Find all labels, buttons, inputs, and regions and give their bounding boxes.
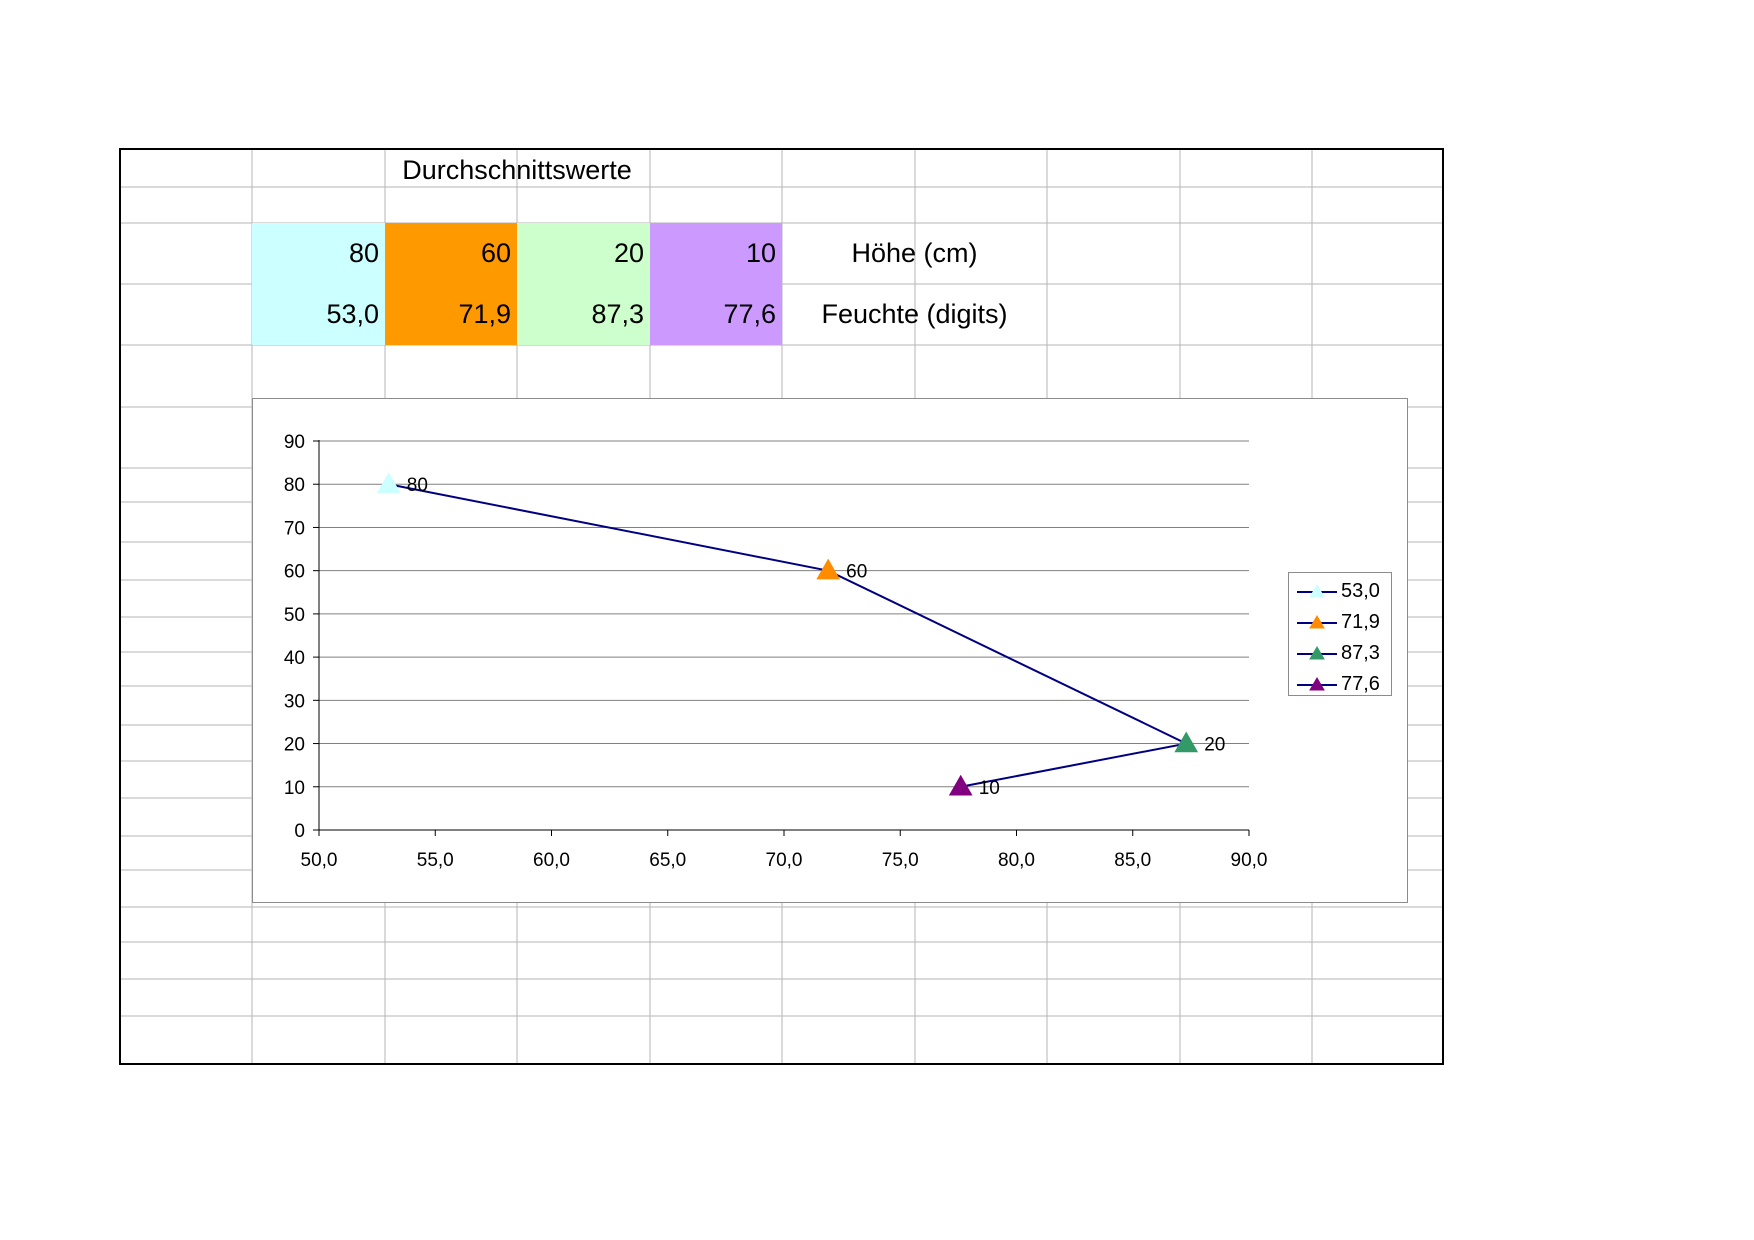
legend-item: 77,6 — [1289, 669, 1391, 700]
height-row-label[interactable]: Höhe (cm) — [851, 238, 978, 268]
data-label: 80 — [407, 475, 428, 496]
legend-label: 53,0 — [1341, 580, 1380, 602]
data-label: 60 — [846, 562, 867, 583]
legend-label: 77,6 — [1341, 673, 1380, 695]
y-tick-label: 80 — [284, 475, 305, 496]
chart-legend: 53,0 71,9 87,3 77,6 — [1288, 572, 1392, 696]
legend-swatch — [1297, 676, 1337, 690]
x-tick-label: 60,0 — [533, 850, 570, 871]
legend-item: 53,0 — [1289, 576, 1391, 607]
height-value-1[interactable]: 80 — [252, 223, 385, 284]
data-point-marker[interactable] — [376, 472, 401, 493]
y-tick-label: 60 — [284, 562, 305, 583]
legend-label: 87,3 — [1341, 642, 1380, 664]
y-tick-label: 30 — [284, 691, 305, 712]
y-tick-label: 10 — [284, 778, 305, 799]
data-point-marker[interactable] — [816, 558, 841, 580]
legend-label: 71,9 — [1341, 611, 1380, 633]
x-tick-label: 85,0 — [1114, 850, 1151, 871]
y-tick-label: 40 — [284, 648, 305, 669]
moisture-value-4[interactable]: 77,6 — [650, 284, 782, 345]
sheet-title: Durchschnittswerte — [402, 154, 632, 185]
legend-swatch — [1297, 614, 1337, 628]
x-tick-label: 75,0 — [882, 850, 919, 871]
y-tick-label: 50 — [284, 605, 305, 626]
y-tick-label: 90 — [284, 432, 305, 453]
series-line — [388, 483, 1190, 788]
legend-item: 87,3 — [1289, 638, 1391, 669]
moisture-row-label[interactable]: Feuchte (digits) — [821, 299, 1008, 329]
y-tick-label: 70 — [284, 518, 305, 539]
x-tick-label: 50,0 — [301, 850, 338, 871]
chart-area[interactable]: 0 10 20 30 40 50 60 70 80 90 50,0 55,0 60,0 65,0 70,0 7… — [252, 398, 1408, 903]
x-tick-label: 80,0 — [998, 850, 1035, 871]
height-value-3[interactable]: 20 — [517, 223, 650, 284]
spreadsheet: Durchschnittswerte 80 60 20 10 Höhe (cm)… — [119, 148, 1444, 1065]
legend-item: 71,9 — [1289, 607, 1391, 638]
legend-swatch — [1297, 583, 1337, 597]
data-label: 20 — [1204, 735, 1225, 756]
height-value-4[interactable]: 10 — [650, 223, 782, 284]
data-point-marker[interactable] — [1174, 731, 1199, 753]
legend-swatch — [1297, 645, 1337, 659]
chart-plot: 0 10 20 30 40 50 60 70 80 90 50,0 55,0 60,0 65,0 70,0 7… — [284, 432, 1268, 871]
y-tick-label: 0 — [294, 821, 305, 842]
moisture-value-1[interactable]: 53,0 — [252, 284, 385, 345]
y-tick-label: 20 — [284, 735, 305, 756]
moisture-value-2[interactable]: 71,9 — [385, 284, 517, 345]
height-value-2[interactable]: 60 — [385, 223, 517, 284]
x-tick-label: 65,0 — [649, 850, 686, 871]
data-point-marker[interactable] — [948, 774, 973, 796]
x-tick-label: 55,0 — [417, 850, 454, 871]
x-tick-label: 90,0 — [1231, 850, 1268, 871]
data-label: 10 — [979, 778, 1000, 799]
moisture-value-3[interactable]: 87,3 — [517, 284, 650, 345]
x-tick-label: 70,0 — [766, 850, 803, 871]
